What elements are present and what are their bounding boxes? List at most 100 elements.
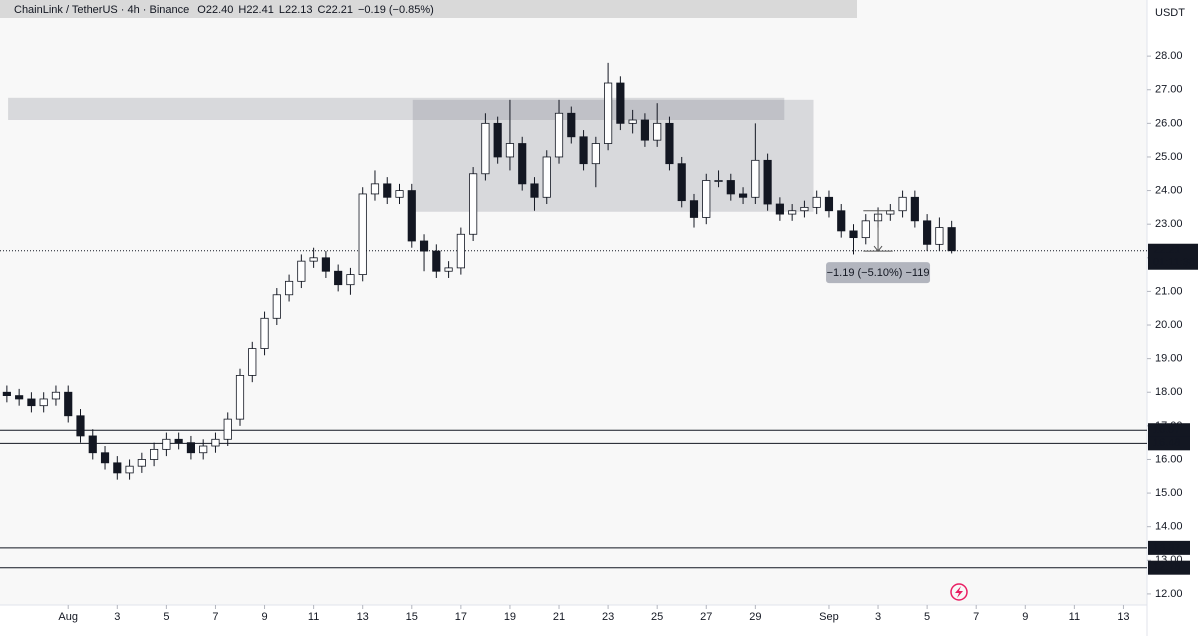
candle-body <box>456 233 465 269</box>
candle-body <box>444 267 453 272</box>
candle-body <box>689 200 699 218</box>
x-tick-label: 25 <box>651 611 663 623</box>
y-tick-label: 16.00 <box>1155 453 1183 465</box>
candle-body <box>174 438 183 444</box>
last-price-tag <box>1148 243 1198 270</box>
flash-icon <box>950 583 968 601</box>
candle-body <box>334 270 343 286</box>
candle-body <box>824 196 834 212</box>
y-tick-label: 25.00 <box>1155 151 1183 163</box>
x-tick-label: Sep <box>819 611 839 623</box>
x-tick-label: 21 <box>553 611 565 623</box>
last-price-label: 22.21 <box>1153 245 1181 257</box>
ohlc-value: H22.41 <box>238 4 273 16</box>
candle-body <box>702 180 711 218</box>
level-tag <box>1148 540 1190 555</box>
candle-body <box>738 193 748 198</box>
candle-body <box>211 438 220 447</box>
candle-body <box>383 183 392 198</box>
candle-body <box>469 173 478 235</box>
ohlc-value: −0.19 (−0.85%) <box>358 4 434 16</box>
x-tick-label: 13 <box>357 611 369 623</box>
candle-body <box>51 391 61 400</box>
level-label: 16.87 <box>1153 424 1181 436</box>
candle-body <box>248 348 257 376</box>
candle-body <box>751 159 760 198</box>
candle-body <box>432 250 441 272</box>
y-tick-label: 28.00 <box>1155 50 1183 62</box>
candle-body <box>358 193 367 276</box>
candle-body <box>2 391 11 397</box>
candle-body <box>800 206 809 212</box>
candle-body <box>481 122 490 175</box>
x-tick-label: 17 <box>455 611 467 623</box>
candle-body <box>493 122 502 158</box>
ohlc-value: O22.40 <box>197 4 233 16</box>
candle-body <box>591 143 600 165</box>
level-label: 16.48 <box>1153 437 1181 449</box>
x-tick-label: 5 <box>924 611 930 623</box>
candle-body <box>861 220 870 239</box>
candle-body <box>910 196 919 222</box>
measure-box <box>826 262 931 284</box>
candle-body <box>88 435 97 454</box>
candle-body <box>923 220 932 245</box>
zone <box>8 97 785 120</box>
candle-body <box>407 190 416 242</box>
ohlc-value: L22.13 <box>279 4 313 16</box>
level-tag <box>1148 560 1190 575</box>
x-tick-label: 3 <box>875 611 881 623</box>
x-tick-label: 3 <box>114 611 120 623</box>
candle-body <box>554 112 564 158</box>
candle-body <box>837 210 846 232</box>
x-tick-label: 19 <box>504 611 516 623</box>
x-tick-label: 9 <box>261 611 267 623</box>
candle-body <box>726 180 735 195</box>
candle-body <box>162 438 171 450</box>
candle-body <box>775 203 784 215</box>
candle-body <box>395 190 404 198</box>
candle-body <box>137 459 146 467</box>
y-tick-label: 15.00 <box>1155 487 1183 499</box>
level-tag <box>1148 436 1190 451</box>
candle-body <box>370 183 380 195</box>
x-tick-label: 15 <box>406 611 418 623</box>
measure-arrowhead <box>873 245 883 252</box>
candle-body <box>125 465 134 474</box>
x-tick-label: Aug <box>58 611 78 623</box>
candle-body <box>321 257 330 272</box>
candle-body <box>763 159 772 205</box>
candle-body <box>886 210 895 215</box>
y-axis-unit: USDT <box>1155 7 1185 19</box>
y-tick-label: 27.00 <box>1155 84 1183 96</box>
candle-body <box>235 375 245 420</box>
y-tick-label: 12.00 <box>1155 588 1183 600</box>
y-tick-label: 19.00 <box>1155 353 1183 365</box>
candle-body <box>199 445 208 454</box>
level-label: 12.78 <box>1153 562 1181 574</box>
header-bar <box>0 0 857 18</box>
candle-body <box>15 395 24 400</box>
candle-body <box>150 448 159 460</box>
candle-body <box>272 294 281 319</box>
candle-body <box>542 156 551 198</box>
candle-body <box>567 112 576 138</box>
candle-body <box>186 442 196 454</box>
y-tick-label: 20.00 <box>1155 319 1183 331</box>
x-tick-label: 7 <box>212 611 218 623</box>
candle-body <box>628 119 637 124</box>
zone <box>412 99 814 212</box>
x-tick-label: 9 <box>1022 611 1028 623</box>
x-tick-label: 23 <box>602 611 614 623</box>
candle-body <box>812 196 821 208</box>
candle-body <box>297 260 306 282</box>
plot-area <box>0 0 1147 605</box>
candle-body <box>579 136 588 165</box>
candle-body <box>505 143 515 158</box>
candle-body <box>39 398 48 407</box>
ohlc-value: C22.21 <box>318 4 353 16</box>
candle-body <box>640 119 649 141</box>
y-tick-label: 23.00 <box>1155 218 1183 230</box>
countdown: 01:11:38 <box>1153 257 1195 269</box>
